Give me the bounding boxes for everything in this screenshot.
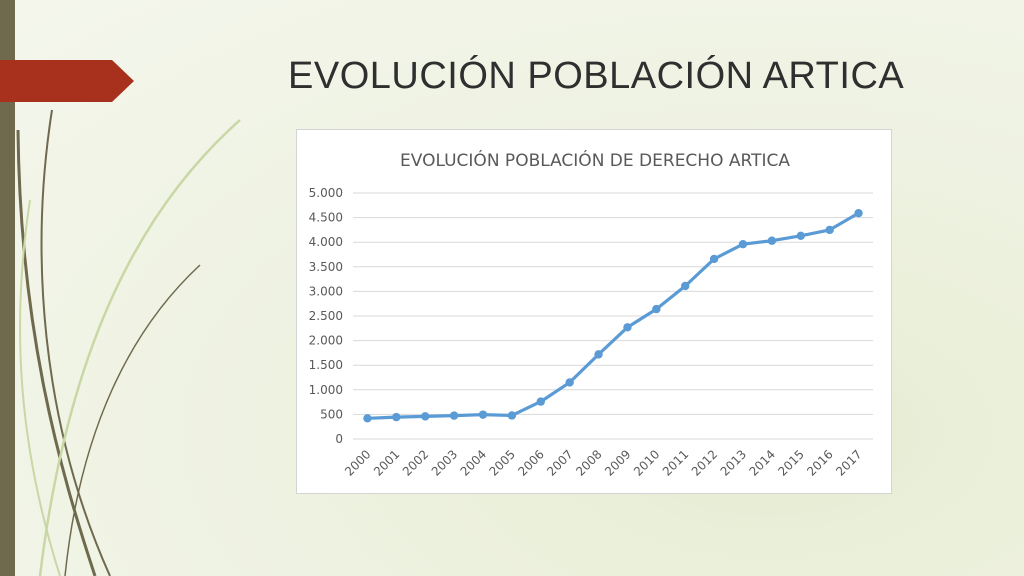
data-point: [421, 412, 430, 421]
data-point: [796, 231, 805, 241]
x-tick-label: 2010: [631, 447, 662, 478]
left-decorative-bar: [0, 0, 15, 576]
data-point: [825, 225, 834, 235]
series-line-layer: [365, 211, 861, 420]
data-point: [738, 239, 748, 249]
data-point: [478, 410, 488, 419]
data-point: [681, 281, 690, 291]
y-tick-label: 1.500: [309, 358, 343, 372]
x-tick-label: 2004: [458, 447, 489, 478]
y-tick-label: 0: [335, 432, 343, 446]
x-tick-label: 2009: [602, 447, 633, 478]
x-tick-label: 2016: [804, 447, 835, 478]
y-tick-label: 4.500: [309, 211, 343, 225]
data-point: [594, 350, 603, 359]
x-tick-label: 2011: [660, 447, 691, 478]
y-tick-label: 3.500: [309, 260, 343, 274]
x-tick-label: 2006: [515, 447, 546, 478]
y-tick-label: 2.000: [309, 334, 343, 348]
data-point: [623, 323, 632, 332]
data-point: [536, 397, 545, 406]
accent-arrow-shape: [0, 60, 134, 102]
y-tick-label: 1.000: [309, 383, 343, 397]
y-tick-label: 3.000: [309, 284, 343, 298]
x-tick-label: 2012: [689, 447, 720, 478]
data-point: [652, 304, 661, 314]
x-tick-label: 2005: [487, 447, 518, 478]
chart-title: EVOLUCIÓN POBLACIÓN DE DERECHO ARTICA: [400, 149, 790, 171]
x-tick-label: 2001: [371, 447, 402, 478]
x-tick-label: 2007: [544, 447, 575, 478]
x-tick-label: 2003: [429, 447, 460, 478]
y-tick-label: 500: [320, 407, 343, 421]
x-tick-label: 2008: [573, 447, 604, 478]
y-tick-label: 4.000: [309, 235, 343, 249]
data-point: [709, 254, 719, 264]
data-point: [565, 378, 574, 387]
gridlines: [353, 192, 873, 440]
y-tick-label: 2.500: [309, 309, 343, 323]
series-line: [365, 211, 861, 420]
chart-container: EVOLUCIÓN POBLACIÓN DE DERECHO ARTICA 0 5…: [296, 129, 892, 494]
slide-title: EVOLUCIÓN POBLACIÓN ARTICA: [288, 55, 905, 97]
x-tick-label: 2000: [342, 447, 373, 478]
x-tick-label: 2013: [718, 447, 749, 478]
data-point: [507, 411, 517, 420]
x-tick-label: 2002: [400, 447, 431, 478]
y-axis-ticks: 0 500 1.000 1.500 2.000 2.500 3.000 3.500 4.000 4…: [309, 186, 343, 446]
series-points: [363, 208, 863, 423]
decorative-curves: [16, 109, 241, 576]
x-tick-label: 2015: [775, 447, 806, 478]
data-point: [854, 208, 863, 218]
x-tick-label: 2017: [833, 447, 864, 478]
y-tick-label: 5.000: [309, 186, 343, 200]
x-axis-ticks: 2000200120022003200420052006200720082009…: [342, 447, 865, 478]
data-point: [363, 414, 372, 423]
data-point: [392, 412, 401, 422]
line-chart: EVOLUCIÓN POBLACIÓN DE DERECHO ARTICA 0 5…: [309, 149, 873, 479]
x-tick-label: 2014: [747, 447, 778, 478]
data-point: [449, 411, 459, 420]
title-accent-tab: [0, 60, 134, 102]
data-point: [767, 236, 777, 245]
